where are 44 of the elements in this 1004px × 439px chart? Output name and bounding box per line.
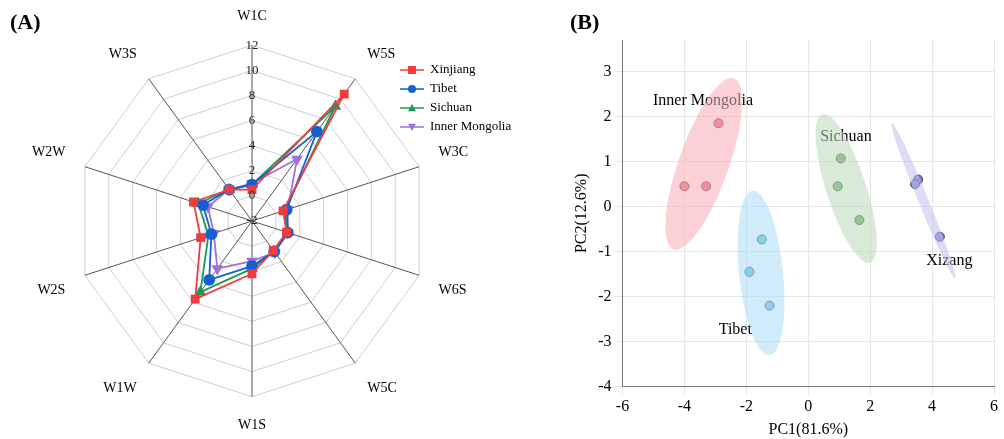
y-tick-label: 4 bbox=[248, 137, 256, 153]
series-label: Inner Mongolia bbox=[653, 91, 754, 110]
y-tick-label: 12 bbox=[245, 36, 259, 52]
y-tick-label: 6 bbox=[248, 112, 256, 128]
x-tick-label: 4 bbox=[928, 397, 937, 415]
x-tick-label: 2 bbox=[866, 397, 875, 415]
spoke-label: W3S bbox=[108, 45, 137, 61]
y-tick-label: 10 bbox=[245, 61, 259, 77]
y-tick-label: 2 bbox=[603, 106, 612, 124]
spoke-label: W5C bbox=[367, 379, 397, 395]
spoke-label: W6S bbox=[438, 281, 467, 297]
y-tick-label: 8 bbox=[248, 86, 256, 102]
spoke-label: W1W bbox=[103, 379, 138, 395]
y-tick-label: 0 bbox=[603, 196, 612, 214]
spoke-label: W5S bbox=[367, 45, 396, 61]
chart-title: (B) bbox=[570, 8, 600, 34]
spoke-label: W1C bbox=[237, 8, 267, 24]
y-tick-label: 1 bbox=[603, 151, 612, 169]
x-tick-label: 6 bbox=[990, 397, 998, 415]
y-tick-label: -2 bbox=[598, 286, 612, 304]
y-tick-label: -3 bbox=[598, 331, 612, 349]
chart-title: (A) bbox=[10, 8, 41, 34]
legend-label: Xinjiang bbox=[430, 61, 476, 77]
x-axis-title: PC1(81.6%) bbox=[768, 419, 849, 438]
series-label: Tibet bbox=[718, 319, 753, 337]
x-tick-label: -2 bbox=[739, 397, 754, 415]
y-axis-title: PC2(12.6%) bbox=[571, 173, 590, 254]
y-tick-label: 0 bbox=[248, 187, 256, 203]
legend-label: Inner Mongolia bbox=[430, 118, 512, 134]
spoke-label: W1S bbox=[238, 417, 266, 433]
x-tick-label: -4 bbox=[677, 397, 692, 415]
series-label: Sichuan bbox=[820, 126, 872, 144]
legend-label: Tibet bbox=[430, 80, 458, 96]
y-tick-label: -1 bbox=[598, 241, 612, 259]
y-tick-label: -4 bbox=[598, 376, 612, 394]
series-label: Xizang bbox=[926, 250, 973, 269]
y-tick-label: 3 bbox=[603, 61, 612, 79]
x-tick-label: 0 bbox=[804, 397, 813, 415]
x-tick-label: -6 bbox=[615, 397, 630, 415]
spoke-label: W2S bbox=[37, 281, 66, 297]
spoke-label: W3C bbox=[438, 143, 469, 159]
spoke-label: W2W bbox=[31, 143, 67, 159]
y-tick-label: 2 bbox=[248, 162, 256, 178]
legend-label: Sichuan bbox=[430, 99, 473, 115]
